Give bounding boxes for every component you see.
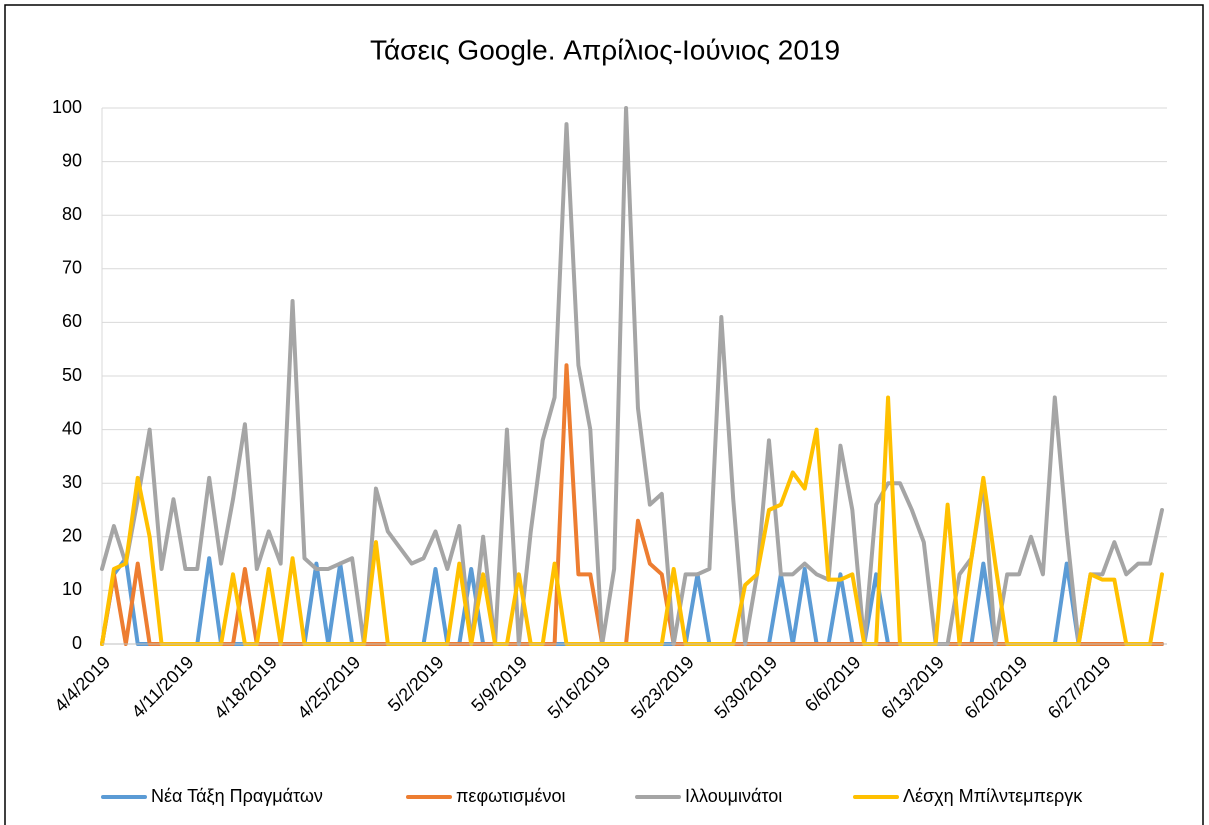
y-tick-label: 30 xyxy=(62,472,82,492)
series-line xyxy=(100,106,1164,646)
chart-border xyxy=(4,4,1204,825)
legend-label: Ιλλουμινάτοι xyxy=(685,786,782,806)
legend-label: πεφωτισμένοι xyxy=(456,786,566,806)
y-tick-label: 100 xyxy=(52,97,82,117)
legend-label: Λέσχη Μπίλντεμπεργκ xyxy=(903,786,1083,806)
y-tick-label: 0 xyxy=(72,633,82,653)
y-tick-label: 70 xyxy=(62,258,82,278)
legend-label: Νέα Τάξη Πραγμάτων xyxy=(151,786,323,806)
y-tick-label: 10 xyxy=(62,579,82,599)
y-tick-label: 20 xyxy=(62,526,82,546)
chart-title: Τάσεις Google. Απρίλιος-Ιούνιος 2019 xyxy=(370,34,840,65)
y-tick-label: 50 xyxy=(62,365,82,385)
y-tick-label: 40 xyxy=(62,418,82,438)
y-tick-label: 90 xyxy=(62,150,82,170)
y-tick-label: 60 xyxy=(62,311,82,331)
y-tick-label: 80 xyxy=(62,204,82,224)
